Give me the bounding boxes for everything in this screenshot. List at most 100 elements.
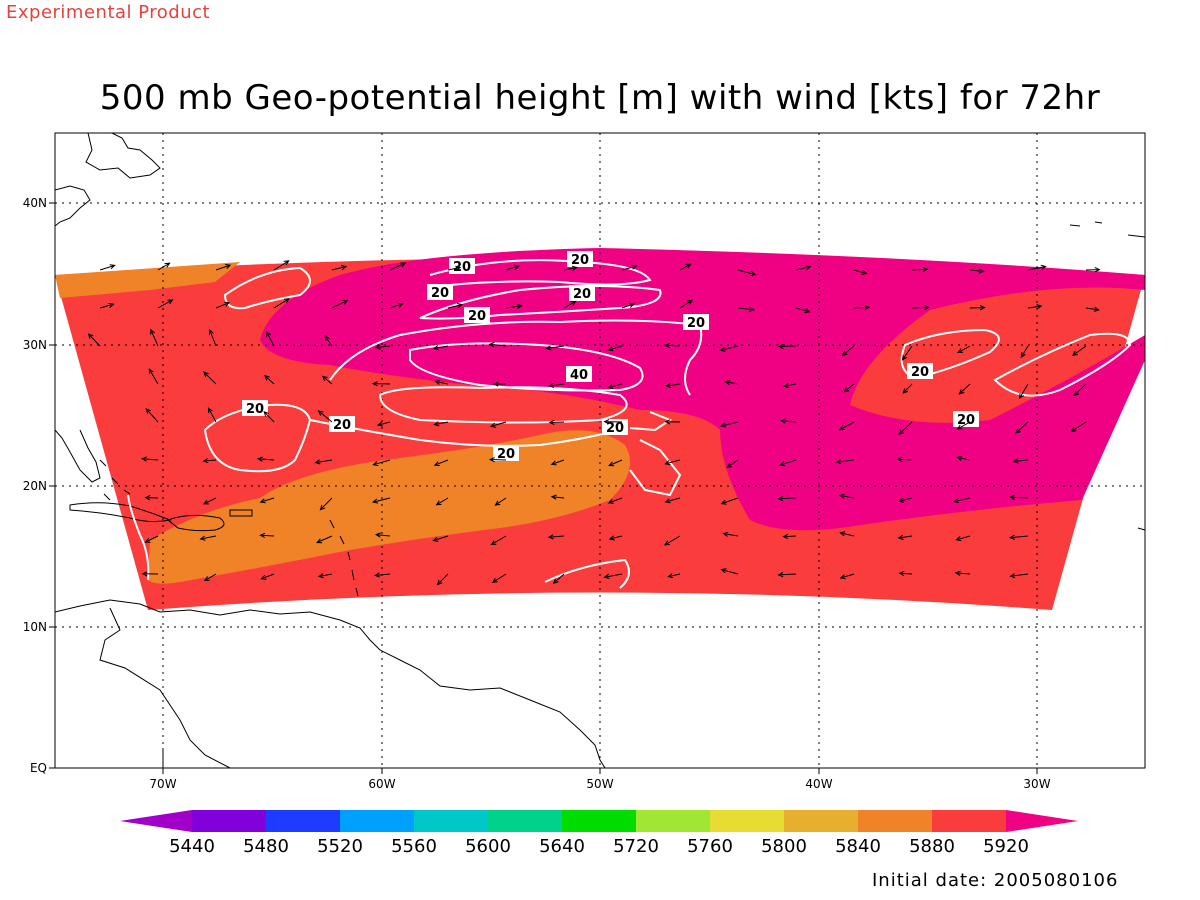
contour-sw-band (127, 494, 150, 581)
colorbar-swatch (562, 810, 636, 832)
colorbar-label: 5840 (835, 836, 881, 857)
colorbar-swatch (636, 810, 710, 832)
wind-arrow (260, 573, 275, 580)
initial-date: Initial date: 2005080106 (872, 870, 1119, 891)
wind-arrow (853, 269, 868, 275)
wind-arrow (1009, 534, 1029, 540)
contour-label-text: 20 (468, 309, 486, 324)
wind-arrow (372, 459, 391, 467)
wind-arrow (99, 264, 116, 271)
wind-arrow (259, 497, 275, 504)
colorbar-swatch (266, 810, 340, 832)
wind-arrow (958, 383, 971, 395)
wind-arrow (853, 304, 871, 311)
wind-arrow (432, 345, 449, 351)
wind-arrow (215, 264, 232, 271)
wind-arrow (911, 266, 929, 273)
wind-arrow (432, 535, 449, 542)
wind-arrow (782, 533, 797, 540)
lon-tick-label: 30W (1023, 777, 1050, 791)
wind-arrow (720, 497, 739, 505)
wind-arrow (1027, 264, 1047, 271)
wind-arrow (389, 302, 404, 309)
wind-arrow (719, 421, 739, 428)
wind-arrow (273, 260, 290, 271)
wind-arrow (1085, 306, 1100, 312)
wind-arrow (489, 421, 507, 428)
wind-arrow (969, 268, 985, 274)
wind-arrow (969, 305, 986, 311)
wind-arrow (1009, 573, 1029, 579)
wind-arrow (144, 495, 159, 501)
wind-arrow (331, 265, 348, 271)
contour-label: 40 (566, 366, 592, 383)
florida-coast (55, 429, 101, 483)
lat-tick-label: 20N (23, 479, 47, 493)
wind-arrow (548, 382, 565, 388)
wind-arrow (897, 497, 913, 503)
wind-arrow (202, 458, 217, 464)
wind-arrow (436, 573, 449, 586)
contour-labels: 20 20 20 20 20 40 20 20 20 20 20 20 20 (242, 251, 979, 462)
experimental-product-label: Experimental Product (6, 2, 211, 23)
wind-arrow (955, 535, 971, 542)
wind-arrow (316, 535, 333, 544)
wind-arrow (552, 573, 565, 584)
wind-arrow (1019, 383, 1029, 400)
wind-arrow (952, 497, 971, 504)
lon-tick-label: 60W (368, 777, 395, 791)
wind-arrow (1070, 421, 1087, 433)
wind-arrow (902, 383, 913, 394)
colorbar-swatch (340, 810, 414, 832)
wind-arrow (492, 381, 507, 387)
contour-label: 20 (242, 400, 268, 417)
wind-arrow (434, 379, 449, 385)
contour-east-2 (993, 332, 1132, 397)
colorbar-arrow-high (1006, 810, 1078, 832)
chart-title: 500 mb Geo-potential height [m] with win… (99, 78, 1101, 118)
wind-arrow (608, 459, 623, 467)
colorbar-label: 5800 (761, 836, 807, 857)
wind-arrow (505, 264, 520, 271)
wind-arrow (263, 410, 275, 423)
wind-arrow (273, 298, 290, 309)
wind-arrow (838, 421, 855, 431)
wind-arrow (664, 459, 681, 466)
contour-20-central (329, 319, 703, 396)
wind-vectors (87, 260, 1101, 586)
coastlines (55, 133, 1145, 768)
contour-label: 20 (907, 363, 933, 380)
wind-arrow (839, 573, 855, 580)
wind-arrow (208, 328, 217, 347)
wind-arrow (266, 331, 275, 347)
wind-arrow (447, 303, 464, 309)
wind-arrow (141, 456, 159, 462)
wind-arrow (724, 379, 739, 386)
wind-arrow (1073, 383, 1087, 397)
wind-arrow (144, 535, 159, 543)
colorbar-swatch (784, 810, 858, 832)
wind-arrow (1071, 345, 1087, 357)
contour-label: 20 (464, 307, 490, 324)
wind-arrow (839, 531, 855, 537)
wind-arrow (608, 535, 623, 541)
wind-arrow (901, 345, 913, 361)
contour-40 (409, 342, 644, 392)
wind-arrow (1027, 304, 1043, 310)
contour-label-text: 20 (573, 287, 591, 302)
colorbar-label: 5560 (391, 836, 437, 857)
wind-arrow (779, 459, 797, 467)
wind-arrow (841, 345, 855, 357)
wind-arrow (603, 573, 623, 579)
lon-tick-label: 40W (805, 777, 832, 791)
bahamas (99, 459, 131, 501)
contour-label: 20 (602, 419, 628, 436)
contour-east-3 (629, 411, 682, 497)
wind-arrow (679, 263, 692, 271)
wind-arrow (324, 335, 333, 347)
contour-north-2 (429, 259, 652, 286)
contour-label: 20 (493, 445, 519, 462)
contour-label-text: 20 (497, 447, 515, 462)
colorbar-swatch (192, 810, 266, 832)
